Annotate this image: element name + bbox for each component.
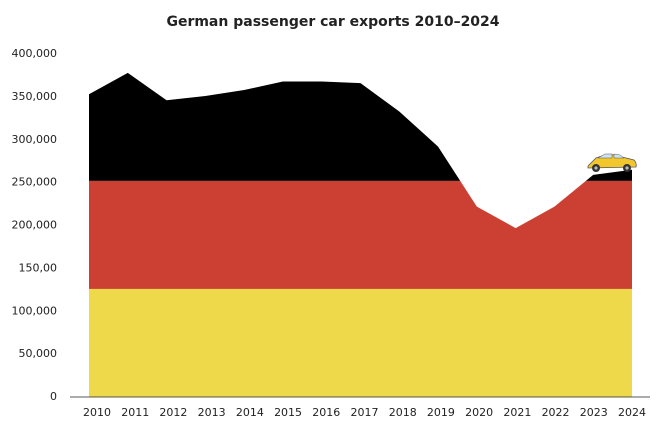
x-tick-label: 2011: [121, 406, 149, 419]
y-tick-label: 0: [50, 390, 57, 403]
x-tick-label: 2017: [351, 406, 379, 419]
y-tick-label: 50,000: [19, 347, 58, 360]
x-tick-label: 2015: [274, 406, 302, 419]
x-tick-label: 2012: [159, 406, 187, 419]
y-tick-label: 200,000: [12, 219, 58, 232]
x-tick-label: 2016: [312, 406, 340, 419]
x-tick-label: 2010: [83, 406, 111, 419]
x-tick-label: 2021: [503, 406, 531, 419]
stripe: [89, 288, 632, 397]
y-tick-label: 300,000: [12, 133, 58, 146]
car-icon: [587, 153, 637, 172]
flag-stripes: [89, 72, 632, 397]
x-tick-label: 2024: [618, 406, 646, 419]
x-tick-label: 2023: [580, 406, 608, 419]
x-tick-label: 2014: [236, 406, 264, 419]
y-tick-label: 100,000: [12, 304, 58, 317]
stripe: [89, 72, 632, 181]
x-tick-label: 2022: [542, 406, 570, 419]
chart-title: German passenger car exports 2010–2024: [166, 14, 499, 30]
x-tick-label: 2018: [389, 406, 417, 419]
x-tick-label: 2020: [465, 406, 493, 419]
x-tick-label: 2019: [427, 406, 455, 419]
y-tick-label: 150,00: [19, 261, 58, 274]
stripe: [89, 180, 632, 289]
x-tick-label: 2013: [198, 406, 226, 419]
y-tick-label: 350,000: [12, 90, 58, 103]
y-tick-label: 250,000: [12, 176, 58, 189]
y-tick-label: 400,000: [12, 47, 58, 60]
